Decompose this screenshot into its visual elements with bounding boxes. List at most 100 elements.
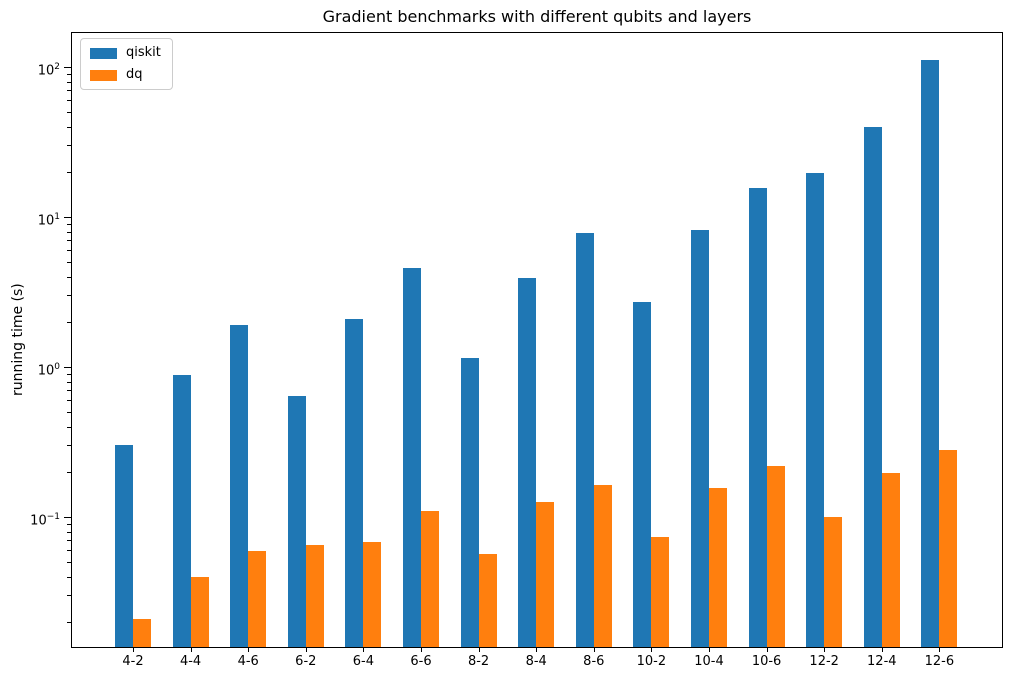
- x-tick-12-2: [824, 648, 826, 652]
- y-minor-tick: [67, 223, 71, 225]
- y-minor-tick: [67, 262, 71, 264]
- y-minor-tick: [67, 295, 71, 297]
- bar-qiskit-6-4: [345, 318, 364, 648]
- x-tick-label-10-6: 10-6: [751, 654, 782, 669]
- x-tick-4-6: [248, 648, 250, 652]
- x-tick-8-2: [478, 648, 480, 652]
- bar-qiskit-8-6: [575, 233, 594, 648]
- legend-item-dq: dq: [90, 68, 161, 82]
- y-minor-tick: [67, 412, 71, 414]
- y-major-tick: [64, 67, 71, 68]
- bar-qiskit-4-2: [115, 445, 133, 648]
- x-tick-label-6-2: 6-2: [295, 654, 317, 669]
- y-minor-tick: [67, 250, 71, 252]
- x-tick-10-2: [651, 648, 653, 652]
- y-minor-tick: [67, 540, 71, 542]
- legend-label-qiskit: qiskit: [126, 45, 161, 60]
- y-tick-label: 100: [37, 362, 60, 379]
- y-axis-label: running time (s): [10, 283, 26, 397]
- legend: qiskit dq: [80, 38, 173, 90]
- x-tick-label-6-4: 6-4: [352, 654, 374, 669]
- y-minor-tick: [67, 595, 71, 597]
- y-minor-tick: [67, 112, 71, 114]
- x-tick-label-12-4: 12-4: [867, 654, 897, 669]
- bar-dq-6-4: [363, 542, 382, 648]
- bar-qiskit-8-2: [460, 358, 479, 648]
- x-tick-4-2: [133, 648, 134, 652]
- y-minor-tick: [67, 100, 71, 102]
- y-minor-tick: [67, 90, 71, 92]
- bar-dq-4-2: [133, 618, 151, 648]
- bar-dq-6-2: [305, 545, 324, 648]
- x-tick-label-8-6: 8-6: [583, 654, 605, 669]
- y-minor-tick: [67, 145, 71, 147]
- y-minor-tick: [67, 81, 71, 83]
- x-tick-label-12-2: 12-2: [809, 654, 839, 669]
- bar-qiskit-8-4: [518, 278, 537, 648]
- x-tick-label-10-4: 10-4: [694, 654, 724, 669]
- bar-qiskit-4-6: [230, 325, 249, 648]
- x-tick-6-6: [421, 648, 422, 652]
- x-tick-12-4: [881, 648, 883, 652]
- x-tick-10-6: [766, 648, 768, 652]
- bar-dq-8-6: [593, 485, 612, 648]
- legend-item-qiskit: qiskit: [90, 46, 161, 60]
- x-tick-label-4-6: 4-6: [237, 654, 259, 669]
- bar-dq-12-4: [881, 473, 900, 648]
- bar-qiskit-6-2: [287, 396, 306, 648]
- y-minor-tick: [67, 126, 71, 128]
- bar-qiskit-10-2: [633, 302, 652, 648]
- x-tick-label-12-6: 12-6: [924, 654, 955, 669]
- y-tick-label: 101: [37, 212, 60, 229]
- y-major-tick: [64, 517, 71, 518]
- y-minor-tick: [67, 471, 71, 473]
- bar-dq-8-4: [536, 501, 555, 648]
- x-tick-4-4: [190, 648, 192, 652]
- y-minor-tick: [67, 240, 71, 242]
- y-minor-tick: [67, 373, 71, 375]
- y-minor-tick: [67, 276, 71, 278]
- legend-swatch-dq: [90, 69, 117, 81]
- y-minor-tick: [67, 445, 71, 447]
- x-tick-label-8-2: 8-2: [467, 654, 490, 669]
- x-tick-label-4-2: 4-2: [122, 654, 144, 669]
- y-major-tick: [64, 217, 71, 218]
- x-tick-12-6: [939, 648, 941, 652]
- bar-dq-10-2: [651, 536, 670, 648]
- y-major-tick: [64, 367, 71, 368]
- y-minor-tick: [67, 426, 71, 428]
- y-minor-tick: [67, 321, 71, 323]
- y-minor-tick: [67, 550, 71, 552]
- y-minor-tick: [67, 73, 71, 75]
- bar-qiskit-12-6: [921, 60, 940, 648]
- x-tick-6-2: [305, 648, 307, 652]
- y-minor-tick: [67, 621, 71, 623]
- y-minor-tick: [67, 562, 71, 564]
- bar-qiskit-10-6: [748, 187, 767, 648]
- x-tick-6-4: [363, 648, 365, 652]
- bar-qiskit-4-4: [172, 375, 191, 648]
- y-minor-tick: [67, 400, 71, 402]
- x-tick-8-6: [593, 648, 595, 652]
- y-minor-tick: [67, 171, 71, 173]
- x-tick-label-8-4: 8-4: [525, 654, 547, 669]
- y-minor-tick: [67, 523, 71, 525]
- bar-dq-8-2: [478, 553, 497, 648]
- y-tick-label: 10−1: [30, 512, 60, 529]
- bar-qiskit-6-6: [403, 267, 421, 648]
- y-minor-tick: [67, 381, 71, 383]
- bar-dq-6-6: [421, 510, 439, 648]
- chart-title: Gradient benchmarks with different qubit…: [322, 7, 752, 26]
- x-tick-label-4-4: 4-4: [179, 654, 202, 669]
- x-tick-label-10-2: 10-2: [636, 654, 667, 669]
- bar-dq-4-4: [190, 576, 209, 648]
- bar-dq-10-4: [709, 488, 727, 648]
- bar-dq-10-6: [766, 465, 785, 648]
- bar-dq-12-6: [939, 449, 958, 648]
- bar-dq-12-2: [824, 517, 843, 648]
- x-tick-label-6-6: 6-6: [410, 654, 432, 669]
- y-tick-label: 102: [37, 62, 60, 79]
- bar-qiskit-12-4: [863, 126, 882, 648]
- y-minor-tick: [67, 531, 71, 533]
